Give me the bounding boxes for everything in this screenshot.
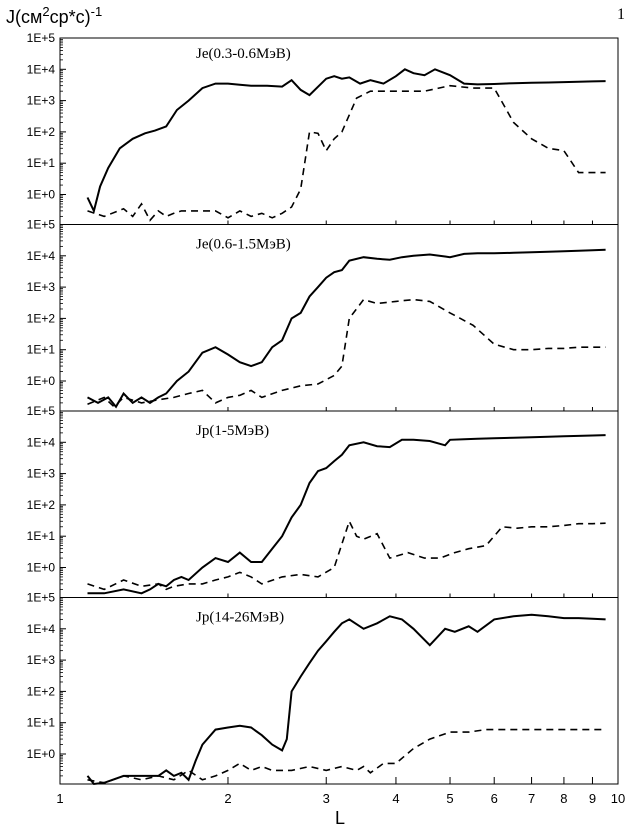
panel-title-3: Jp(1-5МэВ) <box>196 423 269 439</box>
y-axis-label: J(см2ср*с)-1 <box>6 4 102 28</box>
y-axis-label-sup2: -1 <box>90 4 103 19</box>
panel-frame-3 <box>59 410 619 598</box>
panel-frame-1 <box>59 37 619 225</box>
y-tick-label: 1E+0 <box>27 188 56 202</box>
y-tick-label: 1E+5 <box>27 31 56 45</box>
x-tick-label: 3 <box>323 791 330 806</box>
panel-title-2: Je(0.6-1.5МэВ) <box>196 237 291 253</box>
series-line-solid-panel-1 <box>86 68 606 214</box>
series-line-dashed-panel-2 <box>87 298 606 408</box>
y-tick-label: 1E+4 <box>27 62 56 76</box>
y-tick-label: 1E+3 <box>27 280 56 294</box>
y-tick-label: 1E+2 <box>27 498 56 512</box>
y-tick-label: 1E+3 <box>27 467 56 481</box>
x-tick-label: 5 <box>446 791 453 806</box>
y-tick-label: 1E+5 <box>27 404 56 418</box>
y-tick-label: 1E+2 <box>27 311 56 325</box>
series-line-dashed-panel-1 <box>87 84 606 222</box>
series-line-solid-panel-4 <box>86 613 606 786</box>
panel-frame-4 <box>59 597 619 785</box>
y-tick-label: 1E+2 <box>27 125 56 139</box>
y-tick-label: 1E+0 <box>27 747 56 761</box>
y-tick-label: 1E+3 <box>27 653 56 667</box>
y-tick-label: 1E+3 <box>27 94 56 108</box>
x-tick-label: 6 <box>491 791 498 806</box>
y-tick-label: 1E+1 <box>27 716 56 730</box>
x-tick-label: 4 <box>392 791 399 806</box>
x-tick-label: 9 <box>589 791 596 806</box>
y-axis-label-mid: ср*с) <box>49 7 91 27</box>
x-axis-label: L <box>335 808 346 828</box>
y-tick-label: 1E+4 <box>27 435 56 449</box>
panel-title-4: Jp(14-26МэВ) <box>196 610 284 626</box>
y-tick-label: 1E+4 <box>27 249 56 263</box>
x-tick-label: 1 <box>56 791 63 806</box>
y-tick-label: 1E+1 <box>27 156 56 170</box>
y-tick-label: 1E+5 <box>27 218 56 232</box>
x-tick-label: 2 <box>224 791 231 806</box>
panel-title-1: Je(0.3-0.6МэВ) <box>196 46 291 62</box>
y-tick-label: 1E+0 <box>27 374 56 388</box>
y-axis-label-prefix: J(см <box>6 7 43 27</box>
x-tick-label: 8 <box>560 791 567 806</box>
y-tick-label: 1E+1 <box>27 529 56 543</box>
x-tick-label: 7 <box>528 791 535 806</box>
y-axis-label-sup1: 2 <box>42 4 50 19</box>
x-tick-label: 10 <box>611 791 625 806</box>
series-line-dashed-panel-4 <box>87 728 606 784</box>
y-tick-label: 1E+4 <box>27 622 56 636</box>
series-line-solid-panel-3 <box>87 434 606 595</box>
series-line-solid-panel-2 <box>87 248 606 409</box>
y-tick-label: 1E+2 <box>27 684 56 698</box>
y-tick-label: 1E+1 <box>27 343 56 357</box>
y-tick-label: 1E+0 <box>27 561 56 575</box>
y-tick-label: 1E+5 <box>27 591 56 605</box>
series-line-dashed-panel-3 <box>87 519 606 591</box>
figure-number: 1 <box>617 6 625 23</box>
